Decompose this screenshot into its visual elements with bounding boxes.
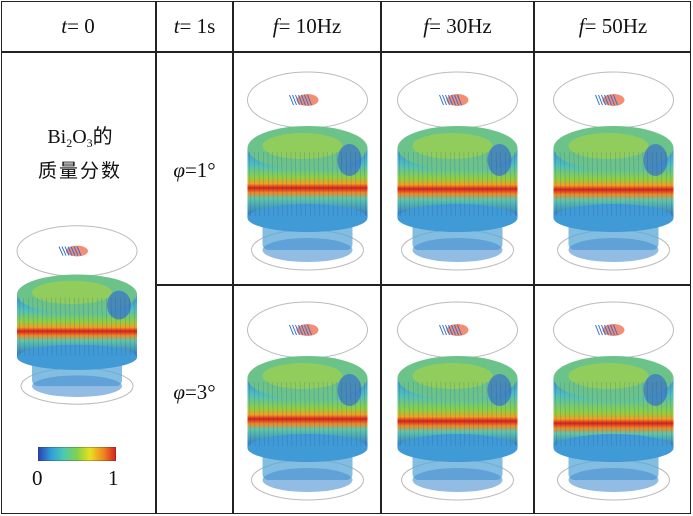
header-t1: t = 1s <box>173 13 216 38</box>
simulation-t0 <box>16 225 138 405</box>
header-f30: f = 30Hz <box>423 13 492 38</box>
row-divider <box>155 284 691 286</box>
simulation-phi1-f50 <box>553 71 674 271</box>
simulation-phi3-f10 <box>247 301 368 501</box>
colorbar-min-label: 0 <box>32 466 43 490</box>
header-t0: t = 0 <box>61 13 95 38</box>
header-f10: f = 10Hz <box>272 13 342 38</box>
simulation-phi1-f30 <box>397 71 518 271</box>
simulation-phi3-f30 <box>397 301 518 501</box>
column-divider <box>155 1 157 514</box>
simulation-phi3-f50 <box>553 301 674 501</box>
row-label-phi1: φ =1° <box>173 157 216 182</box>
row-label-phi3: φ =3° <box>173 379 216 404</box>
simulation-phi1-f10 <box>247 71 368 271</box>
header-f50: f = 50Hz <box>578 13 648 38</box>
column-divider <box>232 1 234 514</box>
colorbar-max-label: 1 <box>108 466 119 490</box>
colorbar <box>38 447 116 461</box>
quantity-label: Bi2O3的 质量分数 <box>37 124 122 182</box>
column-divider <box>533 1 535 514</box>
column-divider <box>380 1 382 514</box>
header-divider <box>1 51 691 53</box>
